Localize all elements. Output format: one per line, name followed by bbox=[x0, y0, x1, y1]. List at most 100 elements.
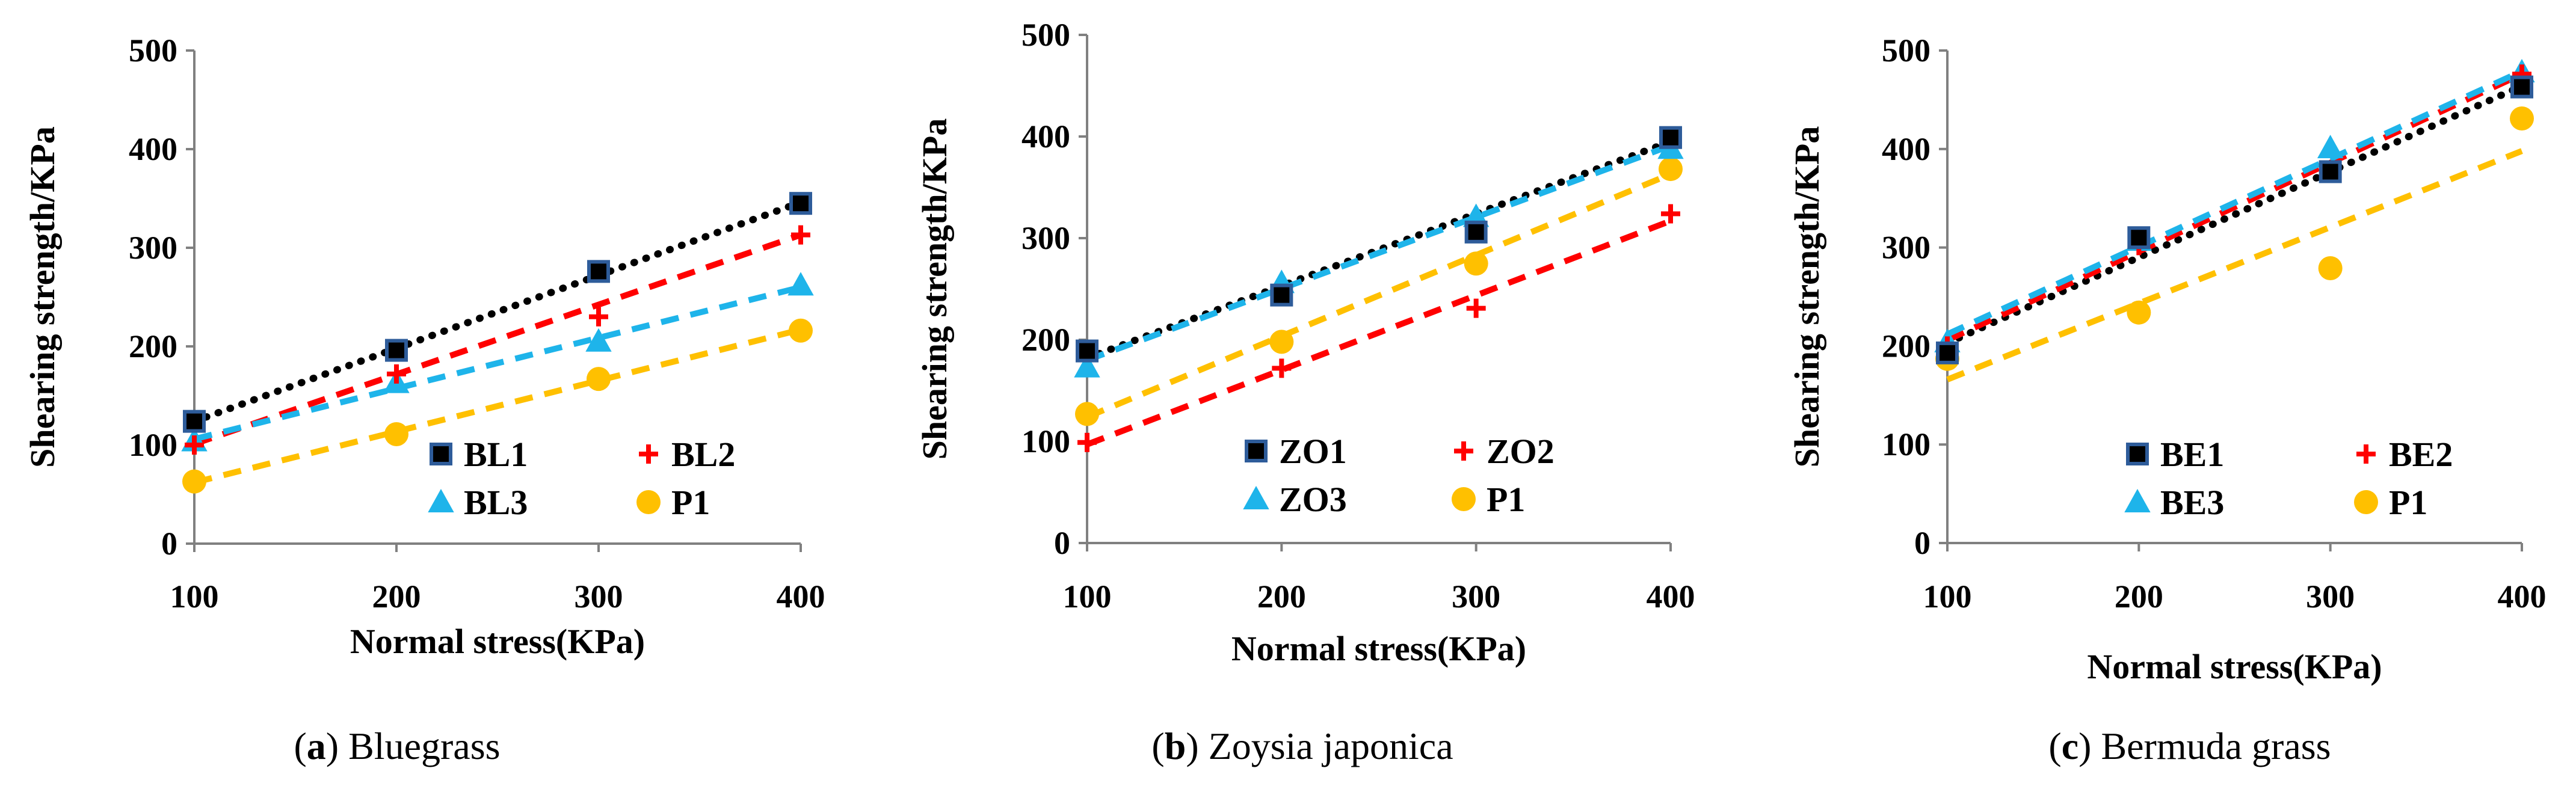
legend-label-zo3: ZO3 bbox=[1279, 480, 1347, 519]
trendline-p1 bbox=[1086, 171, 1672, 420]
caption-text: ) Bermuda grass bbox=[2078, 725, 2331, 767]
trendline-p1 bbox=[193, 327, 802, 486]
legend-label-be1: BE1 bbox=[2160, 435, 2224, 474]
legend-label-p1: P1 bbox=[671, 483, 710, 522]
y-tick-label: 0 bbox=[1054, 525, 1070, 561]
x-tick-label: 300 bbox=[1452, 579, 1500, 615]
y-tick-label: 100 bbox=[1882, 426, 1930, 462]
point-p1 bbox=[1464, 251, 1488, 276]
caption: (a) Bluegrass bbox=[294, 725, 500, 767]
y-tick-label: 200 bbox=[129, 328, 177, 364]
caption-letter: a bbox=[307, 725, 326, 767]
chart-c: 0 100 200 300 400 500 100 200 300 400 Normal stres… bbox=[1787, 32, 2547, 767]
x-tick-label: 100 bbox=[1063, 579, 1112, 615]
point-bl1 bbox=[789, 192, 812, 215]
legend-label-be3: BE3 bbox=[2160, 483, 2224, 522]
legend: ZO1 ZO2 ZO3 P1 bbox=[1243, 432, 1555, 519]
trendline-p1 bbox=[1946, 148, 2523, 382]
point-zo1 bbox=[1076, 339, 1098, 363]
point-bl2 bbox=[589, 307, 608, 327]
point-zo1 bbox=[1659, 126, 1682, 149]
point-be1 bbox=[2510, 75, 2533, 99]
point-p1 bbox=[384, 422, 408, 446]
y-tick-label: 100 bbox=[129, 427, 177, 463]
legend-marker-p1 bbox=[636, 490, 661, 514]
x-axis-title: Normal stress(KPa) bbox=[1231, 629, 1526, 668]
legend-label-bl1: BL1 bbox=[464, 435, 528, 474]
legend-marker-zo2 bbox=[1454, 441, 1473, 461]
y-tick-label: 200 bbox=[1882, 328, 1930, 364]
point-be3 bbox=[2317, 135, 2344, 159]
point-zo2 bbox=[1272, 358, 1292, 378]
point-p1 bbox=[587, 367, 611, 391]
legend-marker-zo3 bbox=[1243, 485, 1269, 509]
legend-label-bl2: BL2 bbox=[671, 435, 735, 474]
x-tick-label: 300 bbox=[2306, 579, 2355, 615]
point-zo3 bbox=[1074, 354, 1100, 378]
x-tick-label: 400 bbox=[777, 579, 825, 615]
caption-text: ) Zoysia japonica bbox=[1186, 725, 1453, 767]
legend-marker-be3 bbox=[2124, 488, 2151, 512]
chart-a: 0 100 200 300 400 500 100 200 300 400 Normal stres… bbox=[23, 32, 825, 767]
trendline-zo2 bbox=[1086, 218, 1672, 447]
x-tick-label: 400 bbox=[1647, 579, 1695, 615]
point-zo2 bbox=[1077, 432, 1097, 452]
trendline-bl1 bbox=[191, 198, 804, 425]
legend-label-be2: BE2 bbox=[2389, 435, 2453, 474]
legend-label-bl3: BL3 bbox=[464, 483, 528, 522]
trendline-be2 bbox=[1946, 71, 2524, 343]
legend-marker-p1 bbox=[1452, 487, 1476, 511]
point-zo2 bbox=[1466, 298, 1486, 318]
point-bl2 bbox=[387, 364, 406, 384]
x-tick-label: 100 bbox=[1923, 579, 1972, 615]
point-bl2 bbox=[791, 225, 810, 245]
x-tick-label: 100 bbox=[170, 579, 219, 615]
point-be1 bbox=[1936, 341, 1959, 364]
point-bl2 bbox=[185, 435, 204, 455]
point-p1 bbox=[2318, 256, 2343, 280]
x-tick-label: 300 bbox=[575, 579, 623, 615]
point-be1 bbox=[2319, 160, 2342, 183]
y-tick-label: 500 bbox=[1021, 17, 1070, 53]
caption-text: ) Bluegrass bbox=[326, 725, 501, 767]
legend-label-p1: P1 bbox=[1487, 480, 1525, 519]
point-p1 bbox=[2510, 106, 2534, 131]
trendline-be1 bbox=[1944, 82, 2525, 347]
caption: (c) Bermuda grass bbox=[2048, 725, 2331, 767]
y-tick-label: 500 bbox=[1882, 32, 1930, 69]
point-bl1 bbox=[587, 260, 610, 283]
y-tick-label: 300 bbox=[1882, 230, 1930, 266]
point-zo2 bbox=[1661, 204, 1680, 224]
legend-marker-bl3 bbox=[428, 488, 454, 512]
point-be1 bbox=[2127, 226, 2151, 250]
legend-label-zo2: ZO2 bbox=[1487, 432, 1555, 471]
x-tick-label: 400 bbox=[2498, 579, 2547, 615]
legend: BE1 BE2 BE3 P1 bbox=[2124, 435, 2453, 522]
y-tick-label: 500 bbox=[129, 32, 177, 69]
chart-b: 0 100 200 300 400 500 100 200 300 400 Normal stres… bbox=[915, 17, 1695, 767]
x-tick-label: 200 bbox=[1257, 579, 1306, 615]
x-axis-title: Normal stress(KPa) bbox=[350, 622, 645, 661]
point-p1 bbox=[1659, 157, 1683, 182]
y-tick-label: 300 bbox=[1021, 220, 1070, 256]
trendline-be3 bbox=[1946, 68, 2524, 337]
point-p1 bbox=[2127, 300, 2151, 325]
point-bl3 bbox=[787, 272, 814, 296]
x-tick-label: 200 bbox=[372, 579, 421, 615]
legend-marker-bl2 bbox=[639, 444, 658, 464]
point-p1 bbox=[1269, 330, 1294, 354]
y-tick-label: 200 bbox=[1021, 322, 1070, 358]
x-axis-title: Normal stress(KPa) bbox=[2087, 647, 2382, 686]
point-bl1 bbox=[183, 410, 206, 433]
trendline-bl2 bbox=[193, 232, 802, 447]
y-axis-title: Shearing strength/KPa bbox=[915, 118, 954, 460]
y-axis-title: Shearing strength/KPa bbox=[23, 126, 62, 468]
x-tick-label: 200 bbox=[2115, 579, 2163, 615]
legend: BL1 BL2 BL3 P1 bbox=[428, 435, 735, 522]
caption: (b) Zoysia japonica bbox=[1151, 725, 1453, 767]
point-p1 bbox=[182, 469, 206, 494]
y-tick-label: 0 bbox=[1914, 525, 1930, 561]
legend-marker-be1 bbox=[2126, 443, 2149, 465]
y-tick-label: 400 bbox=[129, 131, 177, 167]
